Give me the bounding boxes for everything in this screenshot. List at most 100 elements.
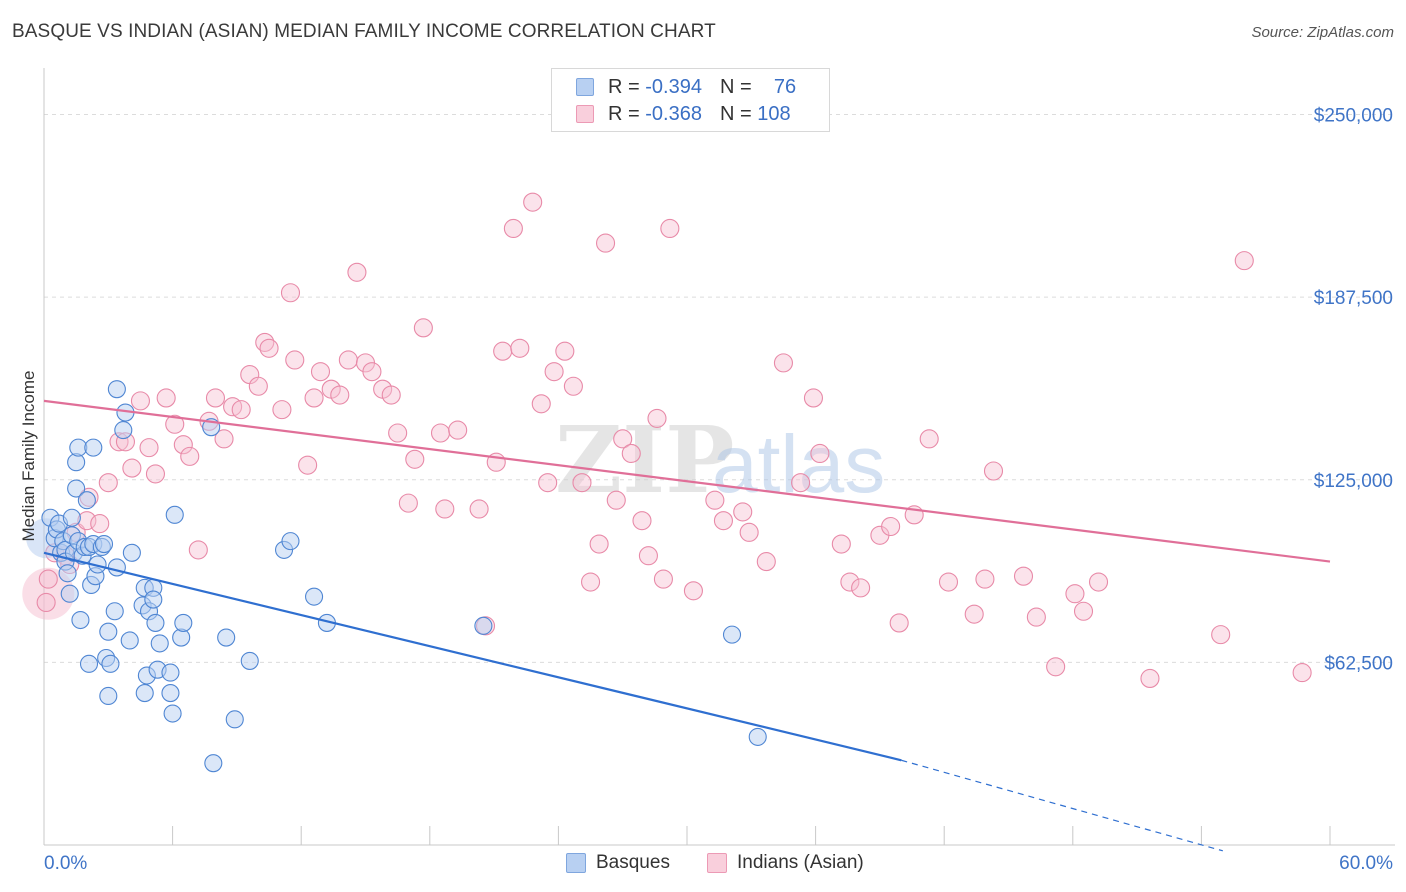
basques-point [748, 727, 767, 746]
indians-point [298, 455, 318, 475]
indians-point [544, 362, 564, 382]
r-label: R = [608, 102, 640, 125]
indians-point [589, 534, 609, 554]
basques-point [217, 628, 236, 647]
indians-point [398, 493, 418, 513]
indians-point [596, 233, 616, 253]
zipatlas-watermark: ZIP atlas [555, 406, 885, 514]
indians-point [1140, 668, 1160, 689]
indians-point [130, 391, 150, 411]
basques-point [62, 508, 81, 527]
indians-point [90, 514, 110, 534]
y-tick-label: $250,000 [1314, 106, 1393, 127]
indians-point [660, 218, 680, 239]
indians-point [259, 338, 279, 358]
basques-point [71, 610, 90, 630]
basques-point [84, 438, 103, 457]
indians-points [22, 192, 1312, 689]
basques-point [120, 631, 139, 650]
indians-point [938, 572, 959, 592]
indians-point [503, 218, 523, 239]
legend-item-indians[interactable]: Indians (Asian) [707, 852, 864, 874]
svg-text:ZIP: ZIP [555, 406, 734, 514]
indians-point [705, 490, 725, 510]
indians-point [919, 429, 939, 449]
indians-point [405, 449, 425, 469]
indians-point [1013, 566, 1034, 586]
indians-point [563, 376, 583, 396]
basques-point [77, 491, 96, 510]
basques-trend-extension [901, 759, 1223, 852]
indians-point [122, 458, 142, 478]
basques-point [99, 686, 118, 706]
indians-point [653, 569, 673, 589]
indians-point [1234, 251, 1254, 271]
indians-point [975, 569, 995, 589]
indians-point [538, 473, 558, 493]
indians-point [469, 499, 489, 519]
indians-point [632, 511, 652, 531]
indians-point [435, 499, 455, 519]
indians-point [713, 511, 733, 531]
axes [43, 68, 1395, 846]
y-axis-label: Median Family Income [19, 370, 38, 541]
legend-item-basques[interactable]: Basques [566, 852, 670, 874]
basques-point [122, 543, 141, 562]
indians-point [881, 516, 901, 537]
basques-point [67, 479, 86, 498]
indians-point [1065, 584, 1085, 604]
indians-point [791, 473, 811, 493]
x-tick-label-min: 0.0% [44, 853, 87, 874]
x-tick-label-max: 60.0% [1339, 853, 1393, 874]
basques-points [26, 380, 767, 773]
indians-point [733, 502, 753, 522]
indians-point [347, 262, 367, 282]
basques-point [101, 654, 120, 673]
indians-point [1088, 572, 1109, 592]
indians-point [803, 388, 824, 408]
indians-point [448, 420, 468, 440]
indians-point [983, 461, 1004, 481]
y-tick-label: $62,500 [1324, 653, 1393, 674]
basques-point [225, 710, 244, 729]
indians-point [165, 414, 185, 434]
legend-label-indians: Indians (Asian) [737, 852, 864, 873]
indians-point [248, 376, 268, 396]
y-tick-label: $125,000 [1314, 471, 1393, 492]
indians-point [555, 341, 575, 361]
basques-trend-line [43, 551, 902, 762]
indians-point [647, 408, 667, 428]
indians-point [773, 353, 794, 373]
basques-point [281, 532, 300, 551]
indians-point [638, 546, 658, 566]
indians-point [188, 540, 208, 560]
basques-point [165, 505, 184, 524]
basques-point [107, 558, 126, 577]
indians-point [36, 592, 56, 613]
basques-point [722, 625, 742, 644]
indians-point [173, 435, 193, 455]
indians-point [381, 385, 401, 405]
n-label: N = [719, 75, 752, 98]
basques-swatch [576, 78, 594, 96]
indians-point [310, 362, 331, 382]
basques-point [240, 651, 259, 670]
indians-point [280, 283, 301, 303]
indians-point [38, 569, 58, 589]
basques-legend-swatch [566, 853, 586, 873]
indians-point [510, 338, 530, 358]
basques-point [99, 622, 118, 641]
y-tick-label: $187,500 [1314, 288, 1393, 309]
indians-point [1046, 657, 1066, 677]
grid-lines [44, 114, 1395, 663]
basques-point [135, 684, 154, 703]
indians-point [362, 362, 382, 382]
r-label: R = [608, 75, 640, 98]
indians-point [231, 400, 251, 420]
basques-point [94, 534, 114, 554]
indians-point [523, 192, 543, 212]
indians-point [214, 429, 234, 449]
basques-point [150, 634, 169, 653]
indians-trend-line [43, 399, 1331, 563]
